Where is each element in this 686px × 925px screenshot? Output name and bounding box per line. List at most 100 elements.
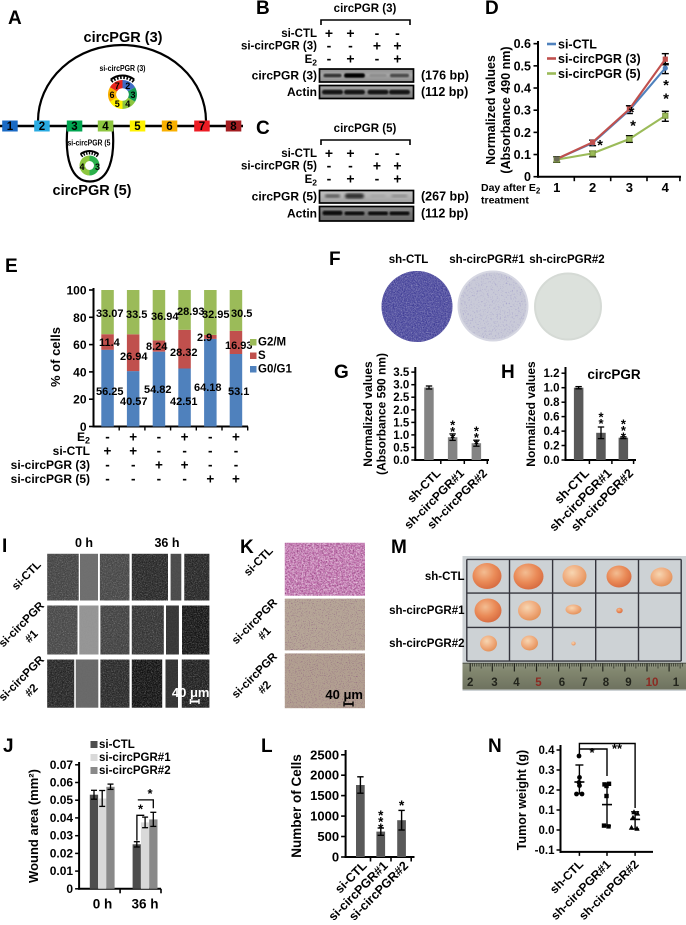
svg-text:40 μm: 40 μm [172,685,210,700]
svg-text:0.4: 0.4 [539,745,556,757]
svg-text:3: 3 [71,121,77,133]
svg-text:circPGR (5): circPGR (5) [334,123,397,135]
svg-text:4: 4 [662,180,670,195]
svg-text:4: 4 [513,677,520,689]
svg-text:1.0: 1.0 [544,383,560,395]
svg-text:+: + [129,430,137,445]
svg-text:8.24: 8.24 [146,341,168,353]
svg-text:5: 5 [115,99,120,109]
svg-text:4: 4 [79,162,84,172]
svg-text:B: B [256,0,270,19]
svg-text:16.93: 16.93 [225,340,253,352]
svg-text:64.18: 64.18 [194,382,222,394]
svg-text:(267 bp): (267 bp) [421,190,469,204]
svg-text:0.5: 0.5 [514,59,531,73]
svg-text:-: - [234,444,239,459]
svg-text:treatment: treatment [481,195,529,207]
svg-text:32.95: 32.95 [202,309,230,321]
svg-text:0.6: 0.6 [544,412,560,424]
svg-text:6: 6 [166,121,172,133]
svg-text:40 μm: 40 μm [325,687,363,702]
svg-text:10: 10 [646,677,659,689]
svg-text:+: + [155,458,163,473]
svg-text:si-circPGR: si-circPGR [0,653,47,704]
svg-text:si-circPGR (5): si-circPGR (5) [11,472,90,486]
svg-text:0.2: 0.2 [544,441,560,453]
svg-text:0 h: 0 h [93,897,113,912]
svg-text:#1: #1 [23,628,41,646]
svg-text:sh-circPGR#1: sh-circPGR#1 [389,605,465,617]
svg-text:11.4: 11.4 [99,337,121,349]
svg-text:1.0: 1.0 [393,430,409,442]
svg-text:500: 500 [317,829,339,844]
svg-text:circPGR (3): circPGR (3) [84,30,163,46]
svg-text:9: 9 [625,677,631,689]
svg-text:7: 7 [115,81,120,91]
svg-text:+: + [393,171,401,187]
svg-text:26.94: 26.94 [120,351,148,363]
svg-text:si-CTL: si-CTL [99,739,135,751]
svg-text:1: 1 [673,677,680,689]
svg-text:-: - [327,51,332,67]
svg-text:si-CTL: si-CTL [10,559,44,593]
svg-text:circPGR: circPGR [587,367,641,382]
svg-text:E2: E2 [305,54,318,68]
svg-text:-: - [182,444,187,459]
svg-text:*: * [399,797,405,813]
svg-text:E2: E2 [305,174,318,188]
svg-text:1500: 1500 [310,788,339,803]
svg-text:3: 3 [95,162,100,172]
svg-text:3: 3 [130,90,135,100]
svg-text:*: * [138,802,144,817]
svg-text:si-circPGR (3): si-circPGR (3) [558,52,641,66]
svg-text:0.2: 0.2 [514,126,531,140]
svg-text:+: + [232,472,240,487]
svg-text:si-circPGR#2: si-circPGR#2 [99,765,171,777]
svg-text:-: - [208,458,213,473]
svg-text:6: 6 [559,677,565,689]
svg-text:+: + [181,430,189,445]
svg-text:+: + [104,444,112,459]
svg-text:si-circPGR (3): si-circPGR (3) [11,458,90,472]
svg-text:si-circPGR (3): si-circPGR (3) [241,41,317,53]
svg-text:H: H [501,362,515,383]
svg-text:8: 8 [230,121,237,133]
svg-text:-: - [375,51,380,67]
svg-text:0.1: 0.1 [514,148,531,162]
svg-text:0.04: 0.04 [50,811,74,825]
svg-text:0.1: 0.1 [539,805,556,817]
svg-text:G: G [334,362,349,383]
svg-text:+: + [346,171,354,187]
svg-text:(112 bp): (112 bp) [421,207,468,221]
svg-text:2.5: 2.5 [393,392,410,404]
svg-text:Wound area (mm²): Wound area (mm²) [26,769,41,883]
svg-text:0.07: 0.07 [50,758,74,772]
svg-text:J: J [3,736,14,757]
svg-text:+: + [181,458,189,473]
svg-text:0.3: 0.3 [514,104,531,118]
svg-text:8: 8 [603,677,610,689]
svg-text:(Absorbance 490 nm): (Absorbance 490 nm) [499,46,513,173]
svg-text:5: 5 [134,121,141,133]
svg-text:E: E [5,256,18,277]
svg-text:A: A [8,8,22,29]
svg-text:0: 0 [66,882,73,896]
svg-text:6: 6 [109,90,114,100]
svg-text:36.94: 36.94 [151,311,179,323]
svg-text:G2/M: G2/M [258,337,286,349]
svg-text:3: 3 [491,677,497,689]
svg-text:-: - [105,472,110,487]
svg-text:2: 2 [39,121,45,133]
svg-text:33.07: 33.07 [96,308,124,320]
svg-text:-: - [208,430,213,445]
svg-text:-: - [182,472,187,487]
svg-text:si-circPGR: si-circPGR [230,596,281,647]
svg-text:D: D [485,0,499,19]
svg-text:circPGR (3): circPGR (3) [252,69,317,83]
svg-text:F: F [329,249,341,270]
svg-text:sh-CTL: sh-CTL [425,571,465,583]
svg-text:2500: 2500 [310,747,339,762]
svg-text:0.03: 0.03 [50,829,74,843]
svg-text:53.1: 53.1 [228,386,249,398]
svg-text:2.9: 2.9 [197,332,212,344]
